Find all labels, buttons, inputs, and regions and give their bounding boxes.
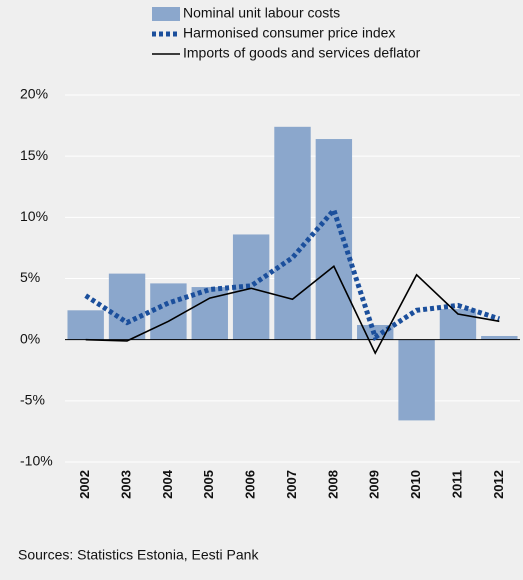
x-tick-label: 2010	[408, 470, 423, 499]
legend-label: Harmonised consumer price index	[183, 25, 395, 41]
x-tick-label: 2005	[201, 470, 216, 499]
x-tick-label: 2012	[491, 470, 506, 499]
bar	[150, 283, 187, 340]
source-note: Sources: Statistics Estonia, Eesti Pank	[18, 547, 259, 563]
y-tick-label: 10%	[20, 208, 48, 224]
x-tick-label: 2007	[284, 470, 299, 499]
legend-label: Nominal unit labour costs	[183, 5, 340, 21]
bar	[481, 335, 518, 340]
y-tick-label: -10%	[20, 453, 53, 469]
y-tick-label: 5%	[20, 269, 40, 285]
y-tick-label: 0%	[20, 330, 40, 346]
x-tick-label: 2003	[118, 470, 133, 499]
x-tick-label: 2006	[243, 470, 258, 499]
y-tick-label: -5%	[20, 392, 45, 408]
bar	[315, 139, 353, 340]
bar	[108, 273, 146, 340]
bar	[398, 339, 435, 421]
y-tick-label: 15%	[20, 147, 48, 163]
line	[85, 265, 500, 355]
x-tick-label: 2004	[160, 469, 175, 499]
bar	[67, 310, 104, 340]
x-tick-label: 2008	[325, 470, 340, 499]
legend-label: Imports of goods and services deflator	[183, 45, 421, 61]
legend-swatch	[152, 7, 180, 21]
y-tick-label: 20%	[20, 86, 48, 102]
line	[84, 205, 501, 342]
x-tick-label: 2002	[77, 470, 92, 499]
bar	[274, 126, 311, 340]
x-tick-label: 2009	[367, 470, 382, 499]
x-tick-label: 2011	[449, 470, 464, 498]
bar	[232, 234, 270, 340]
